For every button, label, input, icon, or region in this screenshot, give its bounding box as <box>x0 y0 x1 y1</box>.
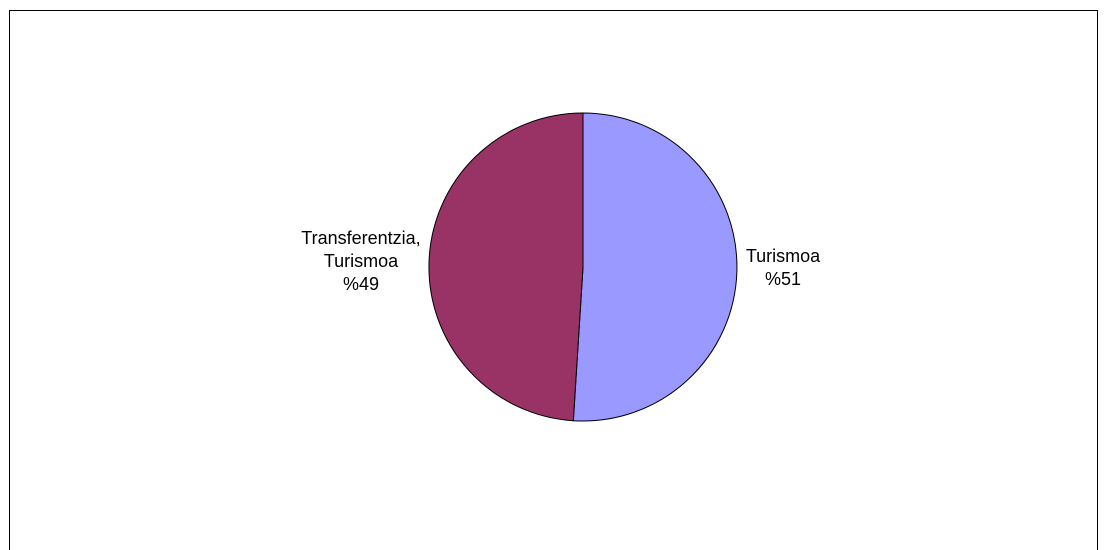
pie-slices <box>428 112 738 422</box>
pie-slice-label-2: Transferentzia, Turismoa %49 <box>301 228 420 294</box>
pie-labels: Turismoa %51 Transferentzia, Turismoa %49 <box>301 228 821 294</box>
pie-slice-label-line: %51 <box>765 269 801 289</box>
pie-slice-label-line: Turismoa <box>746 246 821 266</box>
pie-slice-2 <box>428 112 584 422</box>
pie-slice-label-line: Transferentzia, <box>301 228 420 248</box>
pie-slice-label-1: Turismoa %51 <box>746 246 821 289</box>
pie-slice-1 <box>572 112 738 422</box>
pie-slice-label-line: Turismoa <box>324 251 399 271</box>
pie-slice-label-line: %49 <box>343 274 379 294</box>
